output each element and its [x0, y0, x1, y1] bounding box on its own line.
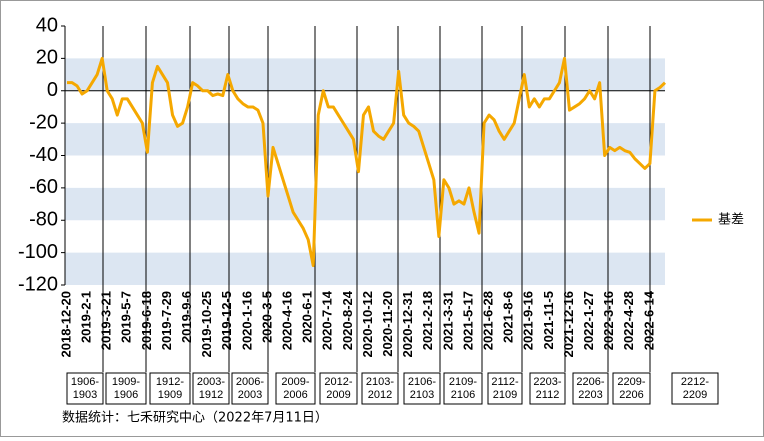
contract-box: [671, 372, 719, 405]
y-tick-label: -40: [29, 144, 58, 166]
x-tick-label: 2020-4-16: [280, 291, 295, 350]
contract-label: 2206: [619, 389, 643, 401]
contract-label: 2012-: [324, 376, 352, 388]
band: [65, 187, 665, 221]
y-tick-label: 40: [36, 14, 58, 36]
contract-label: 2003: [238, 389, 262, 401]
contract-label: 2009-: [281, 376, 309, 388]
x-tick-label: 2021-8-6: [501, 291, 516, 343]
contract-box: [361, 372, 399, 405]
contract-label: 2106: [451, 389, 475, 401]
band: [65, 123, 665, 156]
contract-box: [275, 372, 316, 405]
contract-label: 1912-: [156, 376, 184, 388]
contract-box: [403, 372, 441, 405]
contract-label: 1909-: [112, 376, 140, 388]
x-tick-label: 2019-9-6: [179, 291, 194, 343]
contract-label: 2103-: [366, 376, 394, 388]
x-tick-label: 2019-3-21: [99, 291, 114, 350]
contract-box: [105, 372, 147, 405]
x-tick-label: 2020-7-14: [320, 290, 335, 350]
x-tick-label: 2019-12-5: [219, 291, 234, 350]
contract-label: 2012: [368, 389, 392, 401]
source-note: 数据统计：七禾研究中心（2022年7月11日）: [62, 411, 328, 426]
x-tick-label: 2021-5-17: [460, 291, 475, 350]
contract-box: [319, 372, 358, 405]
y-tick-label: 20: [36, 47, 58, 69]
contract-label: 2109: [493, 389, 517, 401]
contract-label: 2112-: [491, 376, 519, 388]
x-tick-label: 2022-1-27: [581, 291, 596, 350]
band: [65, 252, 665, 285]
contract-label: 1906-: [71, 376, 99, 388]
x-tick-label: 2020-11-20: [380, 291, 395, 357]
contract-label: 2203: [578, 389, 602, 401]
contract-label: 2203-: [533, 376, 561, 388]
x-tick-label: 2020-6-1: [300, 291, 315, 343]
x-tick-label: 2021-6-28: [481, 291, 496, 350]
contract-box: [443, 372, 483, 405]
contract-label: 1909: [158, 389, 182, 401]
x-tick-label: 2020-12-31: [400, 291, 415, 358]
contract-label: 2209-: [617, 376, 645, 388]
contract-label: 2209: [683, 389, 707, 401]
x-tick-label: 2022-3-16: [601, 291, 616, 350]
legend-label: 基差: [718, 213, 744, 228]
contract-label: 2006: [283, 389, 307, 401]
contract-label: 1906: [114, 389, 138, 401]
contract-box: [192, 372, 230, 405]
contract-label: 2109-: [449, 376, 477, 388]
y-tick-label: 0: [47, 79, 58, 101]
x-tick-label: 2021-9-16: [521, 291, 536, 350]
x-tick-label: 2020-10-12: [360, 291, 375, 358]
x-tick-label: 2022-6-14: [641, 290, 656, 350]
contract-label: 2003-: [197, 376, 225, 388]
x-tick-label: 2021-11-5: [541, 291, 556, 350]
x-tick-label: 2020-8-24: [340, 290, 355, 350]
x-tick-label: 2021-2-18: [420, 291, 435, 350]
contract-box: [231, 372, 269, 405]
contract-label: 2009: [326, 389, 350, 401]
contract-box: [529, 372, 566, 405]
contract-label: 2103: [410, 389, 434, 401]
x-tick-label: 2021-12-16: [561, 291, 576, 358]
contract-label: 1903: [73, 389, 97, 401]
contract-label: 2206-: [576, 376, 604, 388]
x-tick-label: 2020-1-16: [239, 291, 254, 350]
contract-box: [487, 372, 523, 405]
contract-label: 1912: [199, 389, 223, 401]
x-tick-label: 2019-5-7: [119, 291, 134, 343]
x-tick-label: 2018-12-20: [58, 291, 73, 358]
y-tick-label: -100: [18, 241, 58, 263]
x-tick-label: 2019-7-29: [159, 291, 174, 350]
y-tick-label: -120: [18, 273, 58, 295]
contract-box: [66, 372, 104, 405]
y-tick-label: -60: [29, 176, 58, 198]
contract-label: 2006-: [236, 376, 264, 388]
contract-label: 2106-: [408, 376, 436, 388]
y-tick-label: -20: [29, 111, 58, 133]
x-tick-label: 2022-4-28: [621, 291, 636, 350]
contract-box: [612, 372, 651, 405]
x-tick-label: 2019-10-25: [199, 291, 214, 358]
contract-box: [149, 372, 191, 405]
x-tick-label: 2019-2-1: [79, 291, 94, 343]
x-tick-label: 2020-3-5: [259, 291, 274, 343]
y-tick-label: -80: [29, 209, 58, 231]
contract-label: 2212-: [681, 376, 709, 388]
contract-label: 2112: [536, 389, 560, 401]
x-tick-label: 2021-3-31: [440, 291, 455, 350]
contract-box: [572, 372, 609, 405]
data-line: [67, 56, 667, 268]
